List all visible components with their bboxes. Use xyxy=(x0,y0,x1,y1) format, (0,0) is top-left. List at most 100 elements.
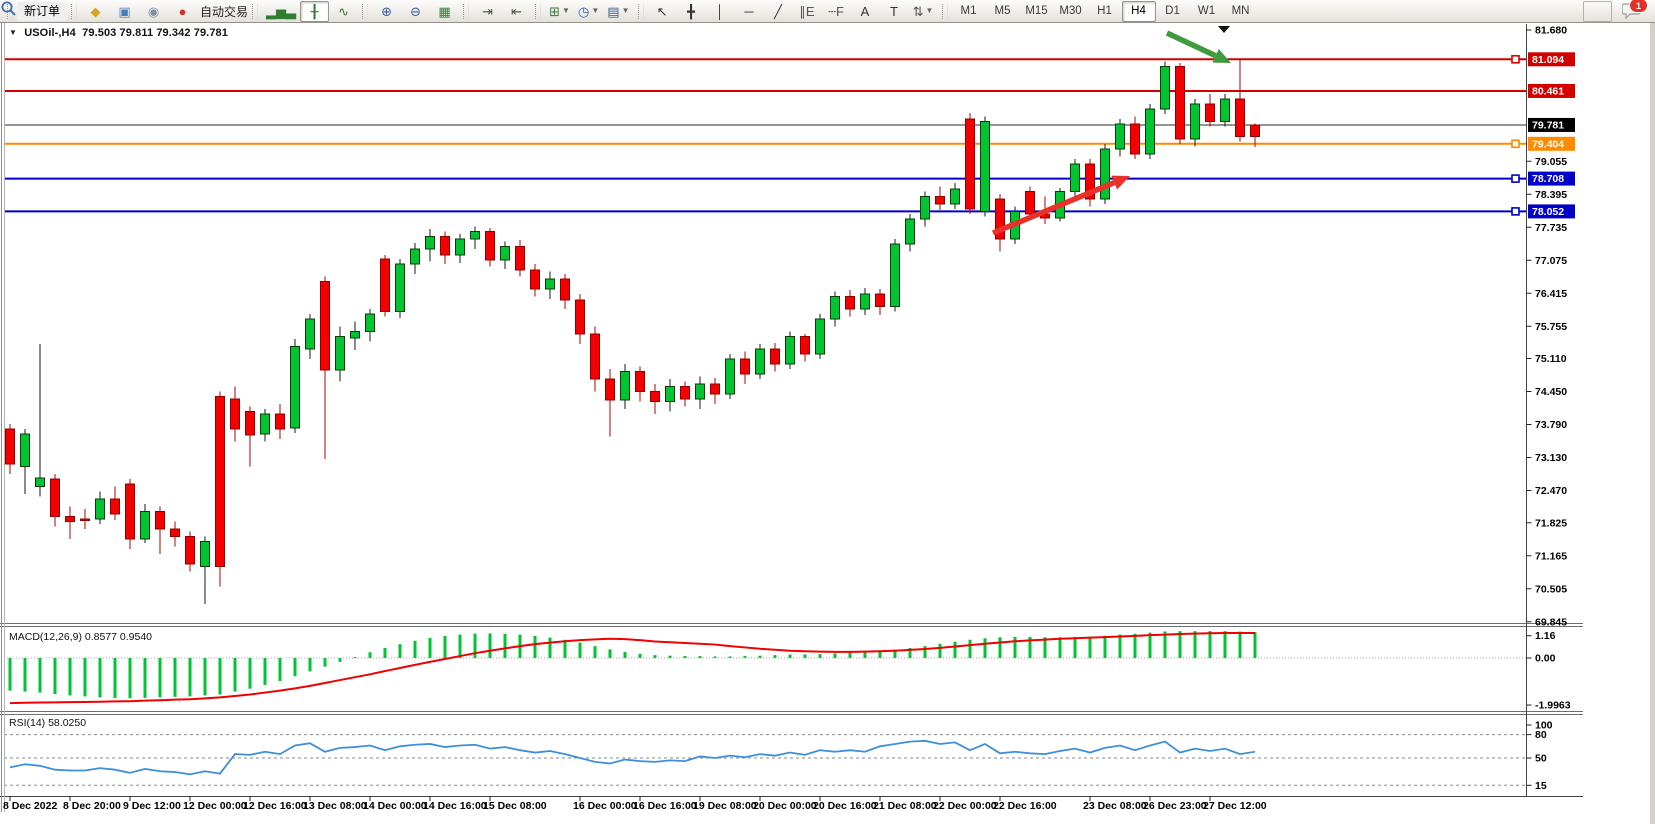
toolbar: 新订单 ◆ ▣ ◉ ● 自动交易 ▂▅▃ ╂ ∿ ⊕ ⊖ ▦ ⇥ ⇤ ⊞ ▼ ◷ ▼ ▤ ▼ ↖ ╋ │ ─ ╱ ∥E ┄F A T ⇅… xyxy=(0,0,1655,23)
candle-body xyxy=(695,383,705,400)
candle-body xyxy=(1220,98,1230,122)
macd-indicator-label: MACD(12,26,9) 0.8577 0.9540 xyxy=(9,631,153,643)
toolbar-grip[interactable] xyxy=(362,3,369,19)
crosshair-icon: ╋ xyxy=(687,3,695,19)
toolbar-grip[interactable] xyxy=(941,3,948,19)
candle-body xyxy=(50,478,60,517)
auto-scroll-icon: ⇥ xyxy=(482,3,493,19)
candle-body xyxy=(1145,108,1155,155)
autotrade-icon[interactable]: ● xyxy=(168,1,197,22)
search-icon[interactable] xyxy=(1,0,1612,22)
time-tick-label: 27 Dec 12:00 xyxy=(1203,800,1267,812)
price-tick-label: 75.110 xyxy=(1535,353,1567,365)
green-arrow[interactable] xyxy=(1165,30,1217,59)
chart-header[interactable]: ▼ USOil-,H4 79.503 79.811 79.342 79.781 xyxy=(9,27,228,39)
macd-tick-label: 1.16 xyxy=(1535,630,1556,642)
trendline-icon: ╱ xyxy=(774,3,782,19)
candle-body xyxy=(350,331,360,339)
channel-icon[interactable]: ∥E xyxy=(793,1,822,22)
timeframe-M1[interactable]: M1 xyxy=(960,5,977,17)
horizontal-line-icon[interactable]: ─ xyxy=(735,1,764,22)
candle-body xyxy=(1175,66,1185,140)
timeframe-H4[interactable]: H4 xyxy=(1121,0,1156,22)
zoom-out-icon[interactable]: ⊖ xyxy=(401,1,430,22)
candle-body xyxy=(215,396,225,567)
period-icon[interactable]: ◷ ▼ xyxy=(574,1,603,22)
template-icon[interactable]: ▤ ▼ xyxy=(603,1,633,22)
red-arrow-head[interactable] xyxy=(1111,175,1130,190)
toolbar-grip[interactable] xyxy=(463,3,470,19)
candle-body xyxy=(980,121,990,212)
price-line-handle[interactable] xyxy=(1511,54,1520,64)
price-tick-label: 71.165 xyxy=(1535,550,1567,562)
price-line-handle[interactable] xyxy=(1511,174,1520,183)
fibonacci-icon[interactable]: ┄F xyxy=(822,1,851,22)
timeframe-M5[interactable]: M5 xyxy=(994,5,1011,17)
timeframe-MN[interactable]: MN xyxy=(1231,5,1250,17)
timeframe-M15[interactable]: M15 xyxy=(1025,5,1048,17)
market-watch-icon: ▣ xyxy=(118,3,131,19)
timeframe-D1[interactable]: D1 xyxy=(1165,5,1180,17)
time-tick-label: 20 Dec 00:00 xyxy=(753,800,817,812)
bar-chart-icon[interactable]: ▂▅▃ xyxy=(262,1,300,22)
price-line-badge xyxy=(1528,171,1575,186)
candle-body xyxy=(785,336,795,365)
history-icon[interactable]: ◆ xyxy=(81,1,110,22)
notifications-icon[interactable]: 1 xyxy=(1622,0,1648,20)
add-indicator-icon[interactable]: ⊞ ▼ xyxy=(545,1,574,22)
time-tick-label: 23 Dec 08:00 xyxy=(1083,800,1147,812)
time-tick-label: 9 Dec 12:00 xyxy=(123,800,181,812)
vertical-line-icon[interactable]: │ xyxy=(706,1,735,22)
autotrade-icon: ● xyxy=(178,3,187,19)
time-marker-icon[interactable] xyxy=(1218,26,1230,33)
price-tick-label: 74.450 xyxy=(1535,386,1567,398)
candle-body xyxy=(590,333,600,380)
signal-icon[interactable]: ◉ xyxy=(139,1,168,22)
symbol-period-label: USOil-,H4 xyxy=(24,27,76,39)
candle-body xyxy=(815,318,825,355)
candle-body xyxy=(275,413,285,430)
price-line-handle[interactable] xyxy=(1511,139,1520,149)
crosshair-icon[interactable]: ╋ xyxy=(677,1,706,22)
timeframe-M30[interactable]: M30 xyxy=(1059,5,1082,17)
timeframe-W1[interactable]: W1 xyxy=(1197,5,1216,17)
trendline-icon[interactable]: ╱ xyxy=(764,1,793,22)
auto-scroll-icon[interactable]: ⇥ xyxy=(473,1,502,22)
label-icon[interactable]: T xyxy=(880,1,909,22)
candle-body xyxy=(995,198,1005,240)
price-line-handle[interactable] xyxy=(1511,207,1520,216)
channel-icon: ∥E xyxy=(799,3,815,19)
candle-body xyxy=(65,516,75,522)
candle-body xyxy=(125,483,135,540)
red-arrow[interactable] xyxy=(991,179,1116,236)
chevron-down-icon[interactable]: ▼ xyxy=(9,28,18,37)
green-arrow-head[interactable] xyxy=(1212,48,1231,63)
price-line-badge xyxy=(1528,204,1575,219)
arrows-icon[interactable]: ⇅ ▼ xyxy=(909,1,938,22)
cursor-icon[interactable]: ↖ xyxy=(648,1,677,22)
notification-badge: 1 xyxy=(1629,0,1648,13)
toolbar-grip[interactable] xyxy=(535,3,542,19)
candlestick-chart-icon[interactable]: ╂ xyxy=(300,0,330,22)
timeframe-H1[interactable]: H1 xyxy=(1097,5,1112,17)
zoom-in-icon[interactable]: ⊕ xyxy=(372,1,401,22)
line-chart-icon[interactable]: ∿ xyxy=(329,1,358,22)
market-watch-icon[interactable]: ▣ xyxy=(110,1,139,22)
candle-body xyxy=(1070,163,1080,192)
candle-body xyxy=(260,413,270,435)
time-tick-label: 21 Dec 08:00 xyxy=(873,800,937,812)
text-icon[interactable]: A xyxy=(851,1,880,22)
toolbar-grip[interactable] xyxy=(252,3,259,19)
price-tick-label: 73.790 xyxy=(1535,419,1567,431)
chart-shift-icon[interactable]: ⇤ xyxy=(502,1,531,22)
tile-windows-icon[interactable]: ▦ xyxy=(430,1,459,22)
toolbar-grip[interactable] xyxy=(637,3,644,19)
new-order-button[interactable]: 新订单 xyxy=(17,1,68,21)
time-tick-label: 26 Dec 23:00 xyxy=(1143,800,1207,812)
price-tick-label: 76.415 xyxy=(1535,288,1567,300)
vertical-line-icon: │ xyxy=(715,3,725,19)
candle-body xyxy=(500,246,510,261)
toolbar-grip[interactable] xyxy=(71,3,78,19)
